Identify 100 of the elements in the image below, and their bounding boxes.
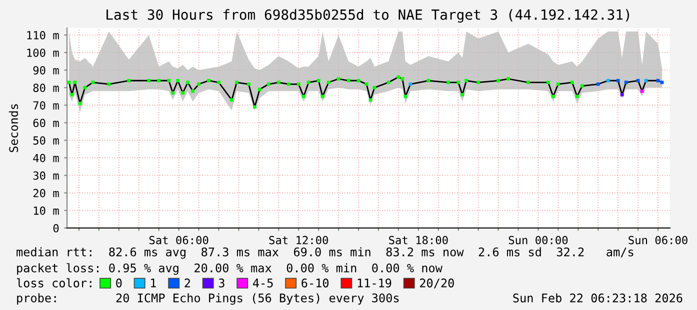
point <box>460 92 464 96</box>
point <box>252 105 256 109</box>
y-tick-label: 60 m <box>33 118 59 128</box>
y-tick-label: 90 m <box>33 66 59 75</box>
point <box>320 94 324 98</box>
point <box>368 98 372 102</box>
point <box>181 91 185 95</box>
y-tick-label: 50 m <box>33 136 59 145</box>
point <box>464 78 468 82</box>
x-tick-label: Sat 18:00 <box>389 236 448 244</box>
point <box>197 82 200 86</box>
point <box>506 77 510 81</box>
point <box>620 92 624 96</box>
point <box>408 82 412 86</box>
point <box>386 80 390 84</box>
point <box>364 82 368 86</box>
legend-label: 0 <box>116 278 122 288</box>
point <box>167 78 171 82</box>
point <box>596 82 600 86</box>
point <box>191 89 194 93</box>
text: Sun Feb 22 06:23:18 2026 <box>513 293 682 302</box>
y-axis-title: Seconds <box>8 104 18 152</box>
text: packet loss: 0.95 % avg 20.00 % max 0.00 % min 0.00 % now <box>17 263 442 275</box>
point <box>207 78 210 82</box>
point <box>336 77 340 81</box>
y-tick-label: 30 m <box>33 171 59 180</box>
legend-label: 3 <box>218 278 224 288</box>
line-series <box>68 76 663 108</box>
point <box>127 78 131 82</box>
point <box>67 80 71 84</box>
point <box>83 86 87 90</box>
y-tick-label: 10 m <box>34 206 59 215</box>
point <box>266 82 270 86</box>
y-tick-label: 40 m <box>33 154 59 162</box>
text: probe: 20 ICMP Echo Pings (56 Bytes) every 300s <box>17 293 399 305</box>
point <box>526 80 530 84</box>
point <box>570 80 574 84</box>
point <box>230 98 234 102</box>
legend-label: 2 <box>184 278 190 288</box>
point <box>546 80 550 84</box>
point <box>171 91 175 95</box>
point <box>404 94 408 98</box>
point <box>217 80 220 84</box>
point <box>147 78 151 82</box>
y-tick-label: 0 <box>53 224 59 232</box>
legend-label: 4-5 <box>252 278 273 288</box>
point <box>624 80 628 84</box>
x-tick-label: Sat 12:00 <box>269 236 328 244</box>
point <box>73 80 77 84</box>
point <box>91 80 95 84</box>
point <box>372 86 376 90</box>
point <box>157 78 161 82</box>
point <box>306 80 310 84</box>
point <box>580 84 584 88</box>
point <box>302 94 306 98</box>
y-tick-label: 70 m <box>33 101 59 110</box>
text: median rtt: 82.6 ms avg 87.3 ms max 69.0 ms min 83.2 ms now 2.6 ms sd 32.2 am/s <box>16 247 634 259</box>
point <box>426 78 430 82</box>
y-tick-label: 20 m <box>33 188 59 198</box>
point <box>247 82 250 86</box>
point <box>644 78 648 82</box>
point <box>258 88 262 92</box>
point <box>556 82 560 86</box>
point <box>396 75 400 79</box>
y-tick-label: 100 m <box>27 48 59 57</box>
point <box>235 80 238 84</box>
point <box>636 78 640 82</box>
point <box>356 78 360 82</box>
point <box>660 80 664 84</box>
point <box>656 78 660 82</box>
point <box>456 80 460 84</box>
point <box>276 80 280 84</box>
point <box>640 89 644 93</box>
point <box>400 77 404 81</box>
point <box>606 78 610 82</box>
point <box>326 80 330 84</box>
y-tick-label: 80 m <box>33 84 59 92</box>
point <box>616 78 620 82</box>
x-tick-label: Sun 06:00 <box>628 236 688 244</box>
point <box>78 102 82 106</box>
text: loss color: <box>16 278 92 288</box>
point <box>186 80 190 84</box>
point <box>446 80 450 84</box>
legend-label: 6-10 <box>302 278 329 288</box>
legend-label: 20/20 <box>420 278 454 288</box>
point <box>551 94 555 98</box>
point <box>296 82 300 86</box>
point <box>346 78 350 82</box>
point <box>476 80 480 84</box>
legend-label: 1 <box>151 278 156 288</box>
point <box>107 82 111 86</box>
point <box>496 78 500 82</box>
point <box>316 78 320 82</box>
point <box>575 94 579 98</box>
chart-title: Last 30 Hours from 698d35b0255d to NAE Target 3 (44.192.142.31) <box>106 9 630 23</box>
legend-label: 11-19 <box>358 278 392 288</box>
x-tick-label: Sat 06:00 <box>149 236 208 244</box>
point <box>286 82 290 86</box>
x-tick-label: Sun 00:00 <box>508 236 568 244</box>
point <box>70 92 74 96</box>
